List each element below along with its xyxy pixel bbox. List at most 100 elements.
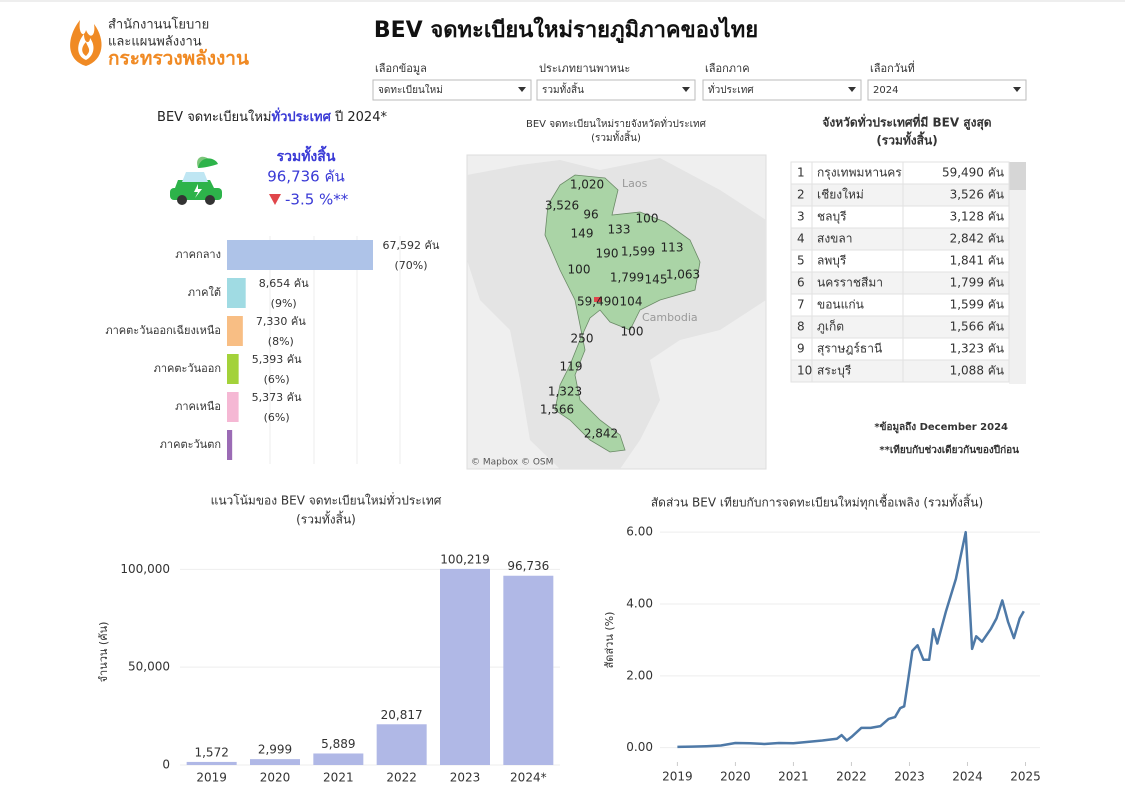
province-label: 113 — [661, 241, 684, 255]
province: สุราษฎร์ธานี — [817, 342, 882, 357]
y-tick-label: ภาคเหนือ — [175, 400, 221, 413]
x-tick-label: 2024 — [952, 770, 983, 784]
bar — [186, 761, 237, 765]
value-label: 1,572 — [194, 745, 228, 759]
filter-dropdown[interactable] — [536, 79, 696, 101]
chart-title: แนวโน้มของ BEV จดทะเบียนใหม่ทั่วประเทศ — [211, 492, 442, 508]
bar — [227, 354, 239, 384]
dropdown-arrow — [518, 87, 526, 92]
note: **เทียบกับช่วงเดียวกันของปีก่อน — [879, 444, 1019, 456]
province-label: 2,842 — [584, 427, 618, 441]
province: กรุงเทพมหานคร — [817, 166, 902, 181]
logo-line: กระทรวงพลังงาน — [108, 48, 249, 70]
x-tick-label: 2019 — [196, 771, 227, 785]
rank: 4 — [797, 232, 805, 246]
share-label: (6%) — [264, 373, 290, 386]
share-label: (6%) — [264, 411, 290, 424]
province-label: 1,566 — [540, 403, 574, 417]
rank: 10 — [797, 364, 812, 378]
table-row — [790, 359, 1010, 383]
rank: 1 — [797, 166, 805, 180]
table-subtitle: (รวมทั้งสิ้น) — [876, 131, 937, 148]
map-subtitle: (รวมทั้งสิ้น) — [591, 130, 641, 144]
value-label: 100,219 — [440, 552, 490, 566]
value-label: 20,817 — [381, 708, 423, 722]
filter-dropdown[interactable] — [702, 79, 862, 101]
province-label: 100 — [621, 325, 644, 339]
line-series — [677, 530, 1025, 749]
title-part: ทั่วประเทศ — [272, 107, 332, 125]
count: 1,799 คัน — [950, 276, 1004, 290]
filter-label: เลือกข้อมูล — [375, 62, 427, 75]
value-label: 96,736 — [507, 559, 549, 573]
province: นครราชสีมา — [817, 276, 883, 290]
value-label: 5,393 คัน — [252, 353, 302, 366]
thailand-provinces — [544, 174, 701, 453]
rank: 8 — [797, 320, 805, 334]
rank: 2 — [797, 188, 805, 202]
count: 1,841 คัน — [950, 254, 1004, 268]
province: สงขลา — [817, 232, 852, 246]
y-tick-label: ภาคตะวันออก — [154, 362, 221, 375]
dropdown-arrow — [682, 87, 690, 92]
y-tick-label: ภาคใต้ — [188, 286, 221, 299]
province-label: 119 — [560, 360, 583, 374]
y-axis-label: สัดส่วน (%) — [603, 612, 616, 669]
kpi-change: -3.5 %** — [285, 191, 349, 209]
chart-title: BEV จดทะเบียนใหม่ทั่วประเทศ ปี 2024* — [157, 107, 387, 125]
scrollbar-track[interactable] — [1009, 162, 1026, 384]
x-tick-label: 2023 — [894, 770, 925, 784]
bar — [313, 753, 364, 765]
country-label: Laos — [622, 177, 648, 190]
filter-value: จดทะเบียนใหม่ — [378, 84, 443, 96]
value-label: 5,373 คัน — [252, 391, 302, 404]
kpi-label: รวมทั้งสิ้น — [277, 145, 336, 165]
count: 3,128 คัน — [950, 210, 1004, 224]
province-label: 59,490 — [577, 295, 619, 309]
x-tick-label: 2022 — [836, 770, 867, 784]
bar — [227, 278, 246, 308]
province-label: 96 — [583, 208, 598, 222]
count: 3,526 คัน — [950, 188, 1004, 202]
filter-dropdown[interactable] — [372, 79, 532, 101]
province-label: 1,063 — [666, 268, 700, 282]
province: ภูเก็ต — [817, 319, 844, 335]
province-label: 100 — [636, 212, 659, 226]
value-label: 2,999 — [258, 743, 292, 757]
count: 2,842 คัน — [950, 232, 1004, 246]
title-part: BEV จดทะเบียนใหม่ — [157, 109, 271, 125]
filter-label: เลือกภาค — [705, 62, 750, 75]
bar — [503, 575, 554, 765]
province-label: 104 — [620, 295, 643, 309]
bar — [227, 392, 239, 422]
down-arrow — [269, 194, 281, 205]
bangkok-highlight — [594, 297, 602, 302]
logo-icon — [70, 20, 102, 66]
scrollbar-thumb[interactable] — [1009, 162, 1026, 190]
province: เชียงใหม่ — [817, 188, 864, 202]
x-tick-label: 2024* — [510, 771, 547, 785]
rank: 6 — [797, 276, 805, 290]
share-label: (8%) — [268, 335, 294, 348]
value-label: 67,592 คัน — [383, 239, 440, 252]
country-label: Cambodia — [642, 311, 698, 324]
filter-label: เลือกวันที่ — [870, 60, 915, 75]
province-label: 133 — [608, 223, 631, 237]
province: สระบุรี — [817, 364, 852, 379]
province-label: 250 — [571, 332, 594, 346]
kpi-value: 96,736 คัน — [267, 168, 345, 186]
dropdown-arrow — [848, 87, 856, 92]
province-label: 1,599 — [621, 245, 655, 259]
note: *ข้อมูลถึง December 2024 — [874, 421, 1008, 434]
chart-subtitle: (รวมทั้งสิ้น) — [296, 511, 356, 527]
value-label: 8,654 คัน — [259, 277, 309, 290]
map-title: BEV จดทะเบียนใหม่รายจังหวัดทั่วประเทศ — [526, 116, 707, 130]
chart-title: สัดส่วน BEV เทียบกับการจดทะเบียนใหม่ทุกเ… — [651, 494, 983, 511]
filter-dropdown[interactable] — [867, 79, 1027, 101]
page-title: BEV จดทะเบียนใหม่รายภูมิภาคของไทย — [374, 16, 758, 44]
logo-line: และแผนพลังงาน — [108, 35, 202, 50]
y-tick-label: 4.00 — [626, 597, 653, 611]
province-label: 1,020 — [570, 178, 604, 192]
filter-value: ทั่วประเทศ — [708, 82, 754, 96]
